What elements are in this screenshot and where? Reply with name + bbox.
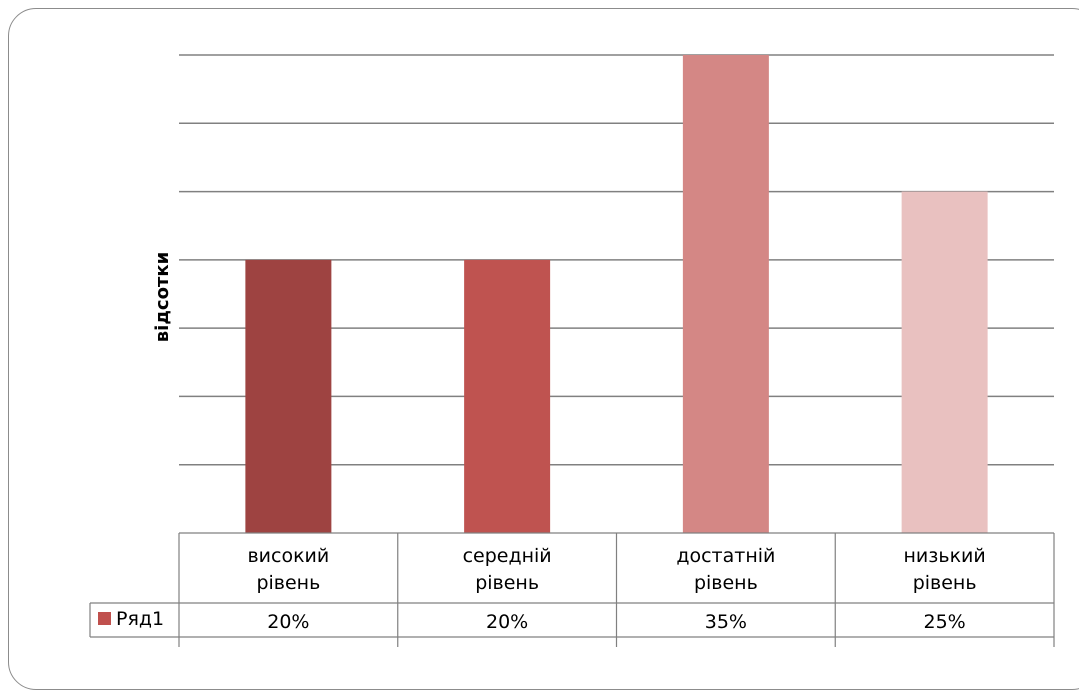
data-label: 35% — [705, 611, 747, 633]
legend-swatch — [98, 612, 111, 625]
bar — [464, 259, 551, 533]
bar-chart: високий рівень середній рівень достатній ріве… — [89, 54, 1055, 647]
x-tick-label: низький рівень — [904, 545, 986, 594]
x-tick-label: достатній рівень — [676, 545, 775, 594]
data-label: 20% — [267, 611, 309, 633]
y-axis-label: відсотки — [152, 252, 173, 342]
bars — [245, 55, 988, 534]
bar — [901, 191, 988, 534]
data-table: високий рівень середній рівень достатній ріве… — [89, 532, 1055, 647]
data-label: 20% — [486, 611, 528, 633]
x-tick-label: високий рівень — [247, 545, 329, 594]
bar — [245, 259, 332, 533]
legend-label: Ряд1 — [116, 608, 164, 630]
data-label: 25% — [924, 611, 966, 633]
x-tick-label: середній рівень — [463, 545, 552, 594]
bar — [682, 55, 769, 533]
